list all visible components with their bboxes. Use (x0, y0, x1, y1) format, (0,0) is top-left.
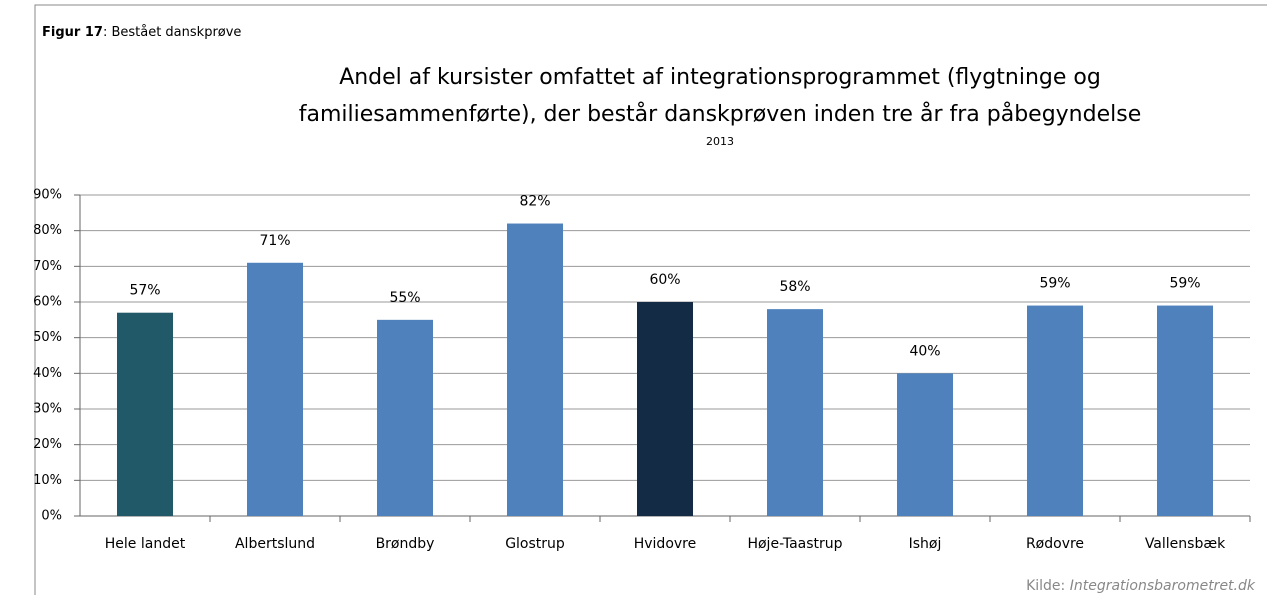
source-name: Integrationsbarometret.dk (1070, 578, 1256, 594)
bar (247, 262, 303, 516)
x-tick-label: Hele landet (105, 536, 186, 552)
value-label: 55% (389, 290, 420, 306)
bar (637, 302, 693, 516)
y-tick-label: 80% (33, 223, 62, 238)
figure-heading: Figur 17: Bestået danskprøve (42, 25, 241, 40)
x-tick-label: Ishøj (909, 536, 942, 552)
value-label: 58% (779, 279, 810, 295)
value-label: 60% (649, 272, 680, 288)
figure-caption: : Bestået danskprøve (103, 25, 242, 40)
x-tick-label: Vallensbæk (1145, 536, 1226, 552)
y-tick-label: 50% (33, 330, 62, 345)
x-tick-label: Rødovre (1026, 536, 1084, 552)
frame (34, 4, 1267, 595)
value-label: 59% (1169, 276, 1200, 292)
value-label: 71% (259, 233, 290, 249)
y-tick-label: 30% (33, 402, 62, 417)
figure-number: Figur 17 (42, 25, 103, 40)
y-tick-label: 70% (33, 259, 62, 274)
y-tick-label: 0% (41, 509, 62, 524)
y-tick-label: 20% (33, 437, 62, 452)
x-tick-label: Glostrup (505, 536, 565, 552)
bar (1157, 305, 1213, 516)
y-tick-label: 90% (33, 188, 62, 203)
y-tick-label: 60% (33, 295, 62, 310)
value-label: 40% (909, 343, 940, 359)
source: Kilde: Integrationsbarometret.dk (1026, 578, 1256, 594)
y-tick-label: 10% (33, 473, 62, 488)
chart-title: familiesammenførte), der består danskprø… (299, 101, 1141, 127)
bar (377, 319, 433, 516)
bar (117, 312, 173, 516)
x-tick-label: Albertslund (235, 536, 315, 552)
bar (897, 373, 953, 516)
bar (507, 223, 563, 517)
value-label: 59% (1039, 276, 1070, 292)
chart-title: Andel af kursister omfattet af integrati… (339, 65, 1101, 90)
value-label: 57% (129, 283, 160, 299)
chart-subtitle: 2013 (706, 135, 734, 148)
bar (1027, 305, 1083, 516)
x-tick-label: Hvidovre (634, 536, 697, 552)
source-label: Kilde: (1026, 578, 1065, 594)
x-tick-label: Brøndby (376, 536, 435, 552)
y-tick-label: 40% (33, 366, 62, 381)
x-tick-label: Høje-Taastrup (747, 536, 842, 552)
value-label: 82% (519, 194, 550, 210)
bar (767, 309, 823, 516)
